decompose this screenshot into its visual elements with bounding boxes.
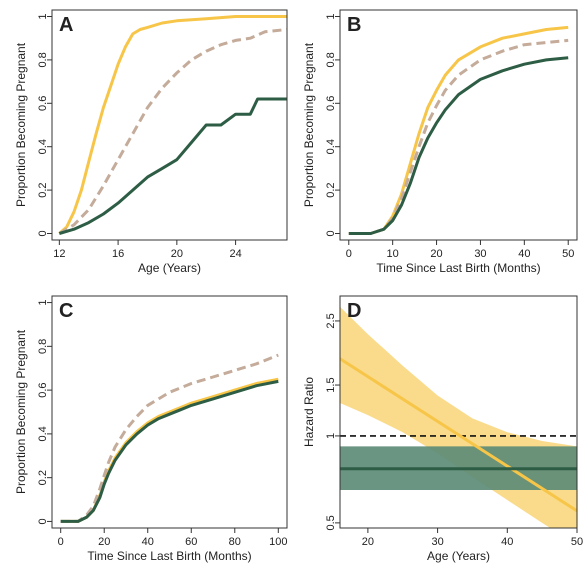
- series-line-yellow: [348, 25, 569, 235]
- y-tick-label: 0.2: [325, 182, 337, 197]
- series-line-green: [60, 379, 279, 523]
- panel-letter: C: [59, 300, 73, 322]
- y-tick-label: 2.5: [325, 313, 337, 328]
- plot-frame-c: [51, 295, 288, 529]
- x-tick-label: 50: [562, 248, 574, 260]
- y-tick-label: 0.2: [37, 470, 49, 485]
- y-tick-label: 0: [37, 230, 49, 236]
- x-tick-label: 24: [229, 248, 241, 260]
- x-tick-label: 30: [474, 248, 486, 260]
- y-tick-label: 0.4: [325, 139, 337, 154]
- plot-frame-a: [51, 9, 288, 241]
- y-tick-label: 0.8: [37, 339, 49, 354]
- y-tick-label: 1: [325, 13, 337, 19]
- plot-area-d: [340, 306, 577, 528]
- series-line-yellow: [340, 357, 577, 513]
- x-tick-label: 80: [229, 536, 241, 548]
- panel-letter: D: [347, 300, 361, 322]
- plot-area-c: [60, 353, 279, 523]
- y-tick-label: 0.6: [325, 96, 337, 111]
- series-line-tan: [348, 38, 569, 235]
- x-tick-label: 60: [185, 536, 197, 548]
- x-tick-label: 10: [387, 248, 399, 260]
- x-tick-label: 0: [58, 536, 64, 548]
- y-tick-label: 1: [37, 300, 49, 306]
- x-tick-label: 40: [518, 248, 530, 260]
- x-axis-label: Age (Years): [427, 549, 490, 563]
- panel-a: 12 16 20 24 0 0.2 0.4 0.6 0.8 1 Age (Years) Proport…: [14, 9, 288, 275]
- plot-frame-b: [339, 9, 578, 241]
- y-axis-label: Hazard Ratio: [302, 377, 316, 447]
- series-line-green: [58, 97, 287, 235]
- y-tick-label: 0.2: [37, 182, 49, 197]
- confidence-band-band_yellow: [340, 306, 577, 528]
- panel-letter: B: [347, 14, 361, 36]
- plot-frame-d: [339, 295, 578, 529]
- x-tick-label: 16: [112, 248, 124, 260]
- panel-c: 0 20 40 60 80 100 0 0.2 0.4 0.6 0.8 1 Time Since Las…: [14, 295, 288, 563]
- y-tick-label: 0.6: [37, 382, 49, 397]
- x-tick-label: 30: [431, 536, 443, 548]
- x-tick-label: 40: [142, 536, 154, 548]
- y-tick-label: 0: [37, 518, 49, 524]
- x-tick-label: 20: [171, 248, 183, 260]
- x-tick-label: 20: [362, 536, 374, 548]
- y-tick-label: 0.8: [37, 52, 49, 67]
- x-tick-label: 12: [53, 248, 65, 260]
- x-axis-label: Time Since Last Birth (Months): [87, 549, 251, 563]
- x-tick-label: 20: [98, 536, 110, 548]
- y-tick-label: 1: [325, 433, 337, 439]
- y-axis-label: Proportion Becoming Pregnant: [302, 42, 316, 207]
- y-tick-label: 0.4: [37, 426, 49, 441]
- series-line-tan: [60, 353, 279, 523]
- y-tick-label: 1.5: [325, 377, 337, 392]
- x-tick-label: 40: [501, 536, 513, 548]
- y-tick-label: 0.8: [325, 52, 337, 67]
- y-tick-label: 0.6: [37, 96, 49, 111]
- plot-area-a: [58, 15, 287, 235]
- x-tick-label: 100: [269, 536, 287, 548]
- panel-b: 0 10 20 30 40 50 0 0.2 0.4 0.6 0.8 1 Time Since Last…: [302, 9, 578, 275]
- x-axis-label: Time Since Last Birth (Months): [376, 261, 540, 275]
- x-tick-label: 0: [346, 248, 352, 260]
- series-line-tan: [58, 28, 287, 235]
- series-line-green: [348, 56, 569, 235]
- y-axis-label: Proportion Becoming Pregnant: [14, 329, 28, 494]
- series-line-yellow: [58, 15, 287, 235]
- x-axis-label: Age (Years): [138, 261, 201, 275]
- plot-area-b: [348, 25, 569, 235]
- panel-letter: A: [59, 14, 73, 36]
- y-tick-label: 0: [325, 230, 337, 236]
- x-tick-label: 20: [430, 248, 442, 260]
- x-tick-label: 50: [571, 536, 583, 548]
- y-tick-label: 0.4: [37, 139, 49, 154]
- y-tick-label: 1: [37, 13, 49, 19]
- series-line-yellow: [60, 377, 279, 523]
- panel-d: 20 30 40 50 0.5 1 1.5 2.5 Age (Years) Hazard Rati…: [302, 295, 583, 563]
- y-tick-label: 0.5: [325, 515, 337, 530]
- y-axis-label: Proportion Becoming Pregnant: [14, 42, 28, 207]
